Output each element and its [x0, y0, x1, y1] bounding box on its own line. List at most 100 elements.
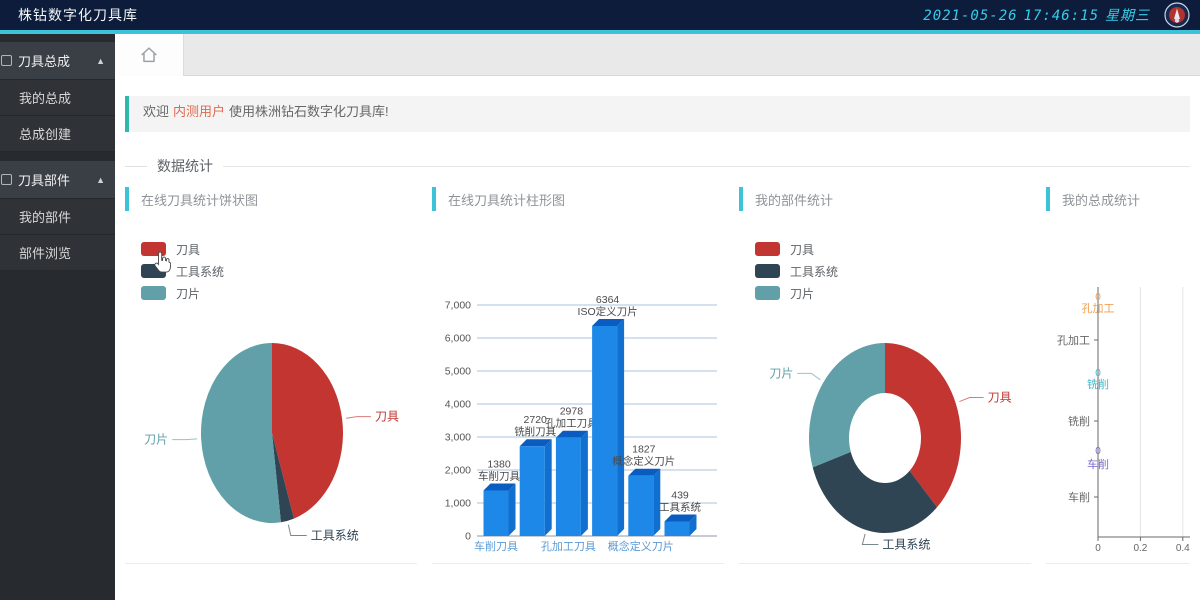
title-accent-bar	[1046, 187, 1050, 211]
company-logo-icon	[1164, 2, 1190, 28]
chart-text: 4,000	[445, 399, 471, 411]
chart-text: 刀具	[375, 410, 399, 424]
bar[interactable]	[483, 490, 509, 536]
legend-item[interactable]: 刀片	[141, 282, 417, 304]
chart-text: 5,000	[445, 366, 471, 378]
tab-bar	[115, 34, 1200, 76]
pie-slice[interactable]	[812, 451, 938, 533]
bar[interactable]	[519, 446, 545, 536]
section-icon	[1, 174, 12, 185]
sidebar-item-parts-browse[interactable]: 部件浏览	[0, 235, 115, 271]
sidebar-item-assembly-create[interactable]: 总成创建	[0, 116, 115, 152]
sidebar-section-label: 刀具总成	[18, 54, 71, 69]
main-content: 欢迎 内测用户 使用株洲钻石数字化刀具库! 数据统计 在线刀具统计饼状图 刀具 工具系…	[115, 76, 1200, 600]
legend-marker	[755, 264, 780, 278]
bar-side-face	[689, 514, 697, 536]
chart-text: 0.2	[1133, 543, 1147, 554]
chart-text: 6364	[596, 294, 620, 306]
legend-item[interactable]: 刀具	[755, 238, 1031, 260]
sidebar-item-my-parts[interactable]: 我的部件	[0, 199, 115, 235]
welcome-prefix: 欢迎	[143, 104, 170, 119]
weekday-text: 星期三	[1105, 8, 1150, 24]
bar-chart[interactable]: 0 1,000 2,000 3,000 4,000 5,000 6,000 7,000 1380…	[432, 212, 724, 563]
chart-text: 孔加工	[1082, 302, 1115, 315]
chart-text: 0	[1095, 368, 1101, 379]
chart-text: 工具系统	[882, 538, 930, 552]
section-icon	[1, 55, 12, 66]
label-leader-line	[287, 524, 307, 536]
pie-chart[interactable]: 刀具 工具系统 刀片	[125, 304, 417, 563]
legend-item[interactable]: 工具系统	[755, 260, 1031, 282]
sidebar-section-tool-assembly[interactable]: 刀具总成 ▲	[0, 42, 115, 80]
pie-slice[interactable]	[201, 343, 281, 523]
chart-text: 439	[671, 490, 689, 502]
home-icon	[141, 47, 157, 63]
sidebar-gap	[0, 152, 115, 161]
legend-label: 工具系统	[790, 264, 839, 279]
chart-text: 1,000	[445, 498, 471, 510]
welcome-user: 内测用户	[173, 104, 226, 119]
chart-text: 2978	[560, 406, 584, 418]
panel-my-parts-donut: 我的部件统计 刀具 工具系统 刀片 刀具 工具系统 刀片	[739, 186, 1031, 564]
chart-text: 0	[1095, 446, 1101, 457]
time-text: 17:46:15	[1023, 8, 1099, 24]
donut-chart[interactable]: 刀具工具系统 刀片	[739, 304, 1031, 563]
chart-text: 2720	[524, 414, 548, 426]
legend-marker	[141, 286, 166, 300]
chart-text: 孔加工刀具	[545, 417, 598, 430]
divider-line	[223, 165, 1190, 167]
sidebar: 刀具总成 ▲ 我的总成 总成创建 刀具部件 ▲ 我的部件 部件浏览	[0, 34, 115, 600]
chart-text: 铣削	[1087, 377, 1109, 391]
sidebar-item-my-assembly[interactable]: 我的总成	[0, 80, 115, 116]
bar[interactable]	[592, 325, 618, 536]
bar[interactable]	[628, 475, 654, 536]
pie-slice[interactable]	[885, 343, 961, 508]
chart-text: 刀片	[769, 366, 793, 380]
hbar-chart[interactable]: 0 0.2 0.4 孔加工 铣削 车削 0 孔加工 0 铣削 0 车削	[1046, 212, 1190, 563]
label-leader-line	[345, 416, 371, 419]
bar[interactable]	[664, 521, 690, 536]
bar[interactable]	[555, 437, 581, 536]
chart-text: 0.4	[1176, 543, 1190, 554]
datetime-display: 2021-05-26 17:46:15 星期三	[917, 5, 1150, 25]
legend-label: 工具系统	[176, 264, 225, 279]
donut-legend: 刀具工具系统刀片	[755, 238, 1031, 304]
section-divider: 数据统计	[125, 156, 1190, 176]
bar-side-face	[617, 318, 625, 536]
legend-item[interactable]: 刀片	[755, 282, 1031, 304]
sidebar-section-tool-parts[interactable]: 刀具部件 ▲	[0, 161, 115, 199]
bar-svg: 0 1,000 2,000 3,000 4,000 5,000 6,000 7,000 1380…	[445, 294, 717, 553]
chart-text: 3,000	[445, 432, 471, 444]
chart-text: 6,000	[445, 333, 471, 345]
legend-item[interactable]: 工具系统	[141, 260, 417, 282]
divider-line	[125, 165, 147, 167]
chart-text: 7,000	[445, 300, 471, 312]
sidebar-section-label: 刀具部件	[18, 173, 71, 188]
label-leader-line	[797, 372, 821, 381]
tab-home[interactable]	[115, 34, 184, 76]
chart-text: 2,000	[445, 465, 471, 477]
chart-text: ISO定义刀片	[578, 305, 638, 318]
chart-text: 刀具	[988, 391, 1012, 405]
pie-slice[interactable]	[809, 343, 885, 468]
bar-side-face	[508, 483, 516, 536]
legend-marker	[141, 242, 166, 256]
label-leader-line	[861, 533, 879, 546]
legend-label: 刀片	[176, 286, 201, 301]
bar-top-face	[628, 468, 661, 476]
chart-text: 铣削刀具	[514, 425, 556, 438]
chevron-up-icon[interactable]: ▲	[96, 55, 105, 66]
chevron-up-icon[interactable]: ▲	[96, 174, 105, 185]
pie-slice[interactable]	[272, 343, 343, 519]
legend-item[interactable]: 刀具	[141, 238, 417, 260]
welcome-banner: 欢迎 内测用户 使用株洲钻石数字化刀具库!	[125, 96, 1190, 132]
pie-legend: 刀具工具系统刀片	[141, 238, 417, 304]
panel-title: 我的总成统计	[1046, 186, 1190, 212]
pie-slice[interactable]	[272, 433, 294, 523]
bar-top-face	[555, 430, 588, 438]
panel-online-tools-bar: 在线刀具统计柱形图 0 1,000 2,000 3,000 4,000 5,000 6,00…	[432, 186, 724, 564]
chart-text: 铣削	[1068, 414, 1090, 428]
legend-marker	[755, 242, 780, 256]
